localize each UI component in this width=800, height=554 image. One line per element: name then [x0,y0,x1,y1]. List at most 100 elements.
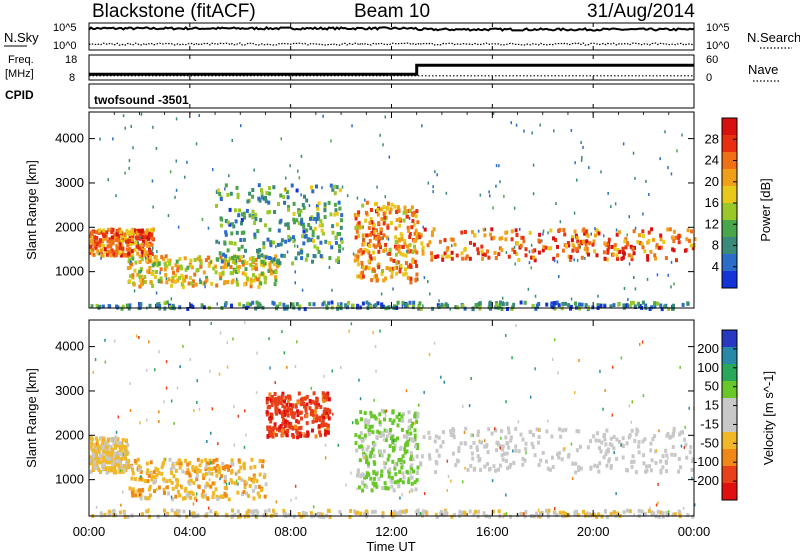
data-cell [191,304,195,309]
data-cell [237,265,241,269]
noise-cell [209,369,211,373]
data-cell [460,230,464,235]
data-cell [123,464,127,469]
data-cell [295,419,299,424]
data-cell [661,511,665,516]
data-cell [666,512,670,517]
data-cell [357,221,361,226]
data-cell [290,412,294,417]
noise-traces [88,25,695,46]
data-cell [297,426,301,431]
data-cell [630,428,634,433]
data-cell [248,256,252,261]
data-cell [285,306,289,311]
data-cell [626,242,630,247]
data-cell [379,231,383,236]
data-cell [183,278,187,283]
data-cell [419,461,423,466]
noise-cell [139,493,141,497]
data-cell [371,447,375,452]
data-cell [545,302,549,307]
data-cell [143,479,147,483]
data-cell [640,242,644,247]
data-cell [170,279,174,284]
noise-cell [612,365,614,369]
data-cell [100,253,104,258]
data-cell [666,227,670,232]
data-cell [188,473,192,478]
data-cell [297,512,301,516]
data-cell [174,494,178,499]
data-cell [662,240,666,245]
noise-cell [175,117,178,121]
data-cell [390,484,394,489]
colorbar-tick-label: 50 [705,379,719,394]
data-cell [457,449,461,453]
data-cell [319,254,323,258]
data-cell [357,234,360,238]
data-cell [421,248,425,252]
data-cell [636,240,640,244]
data-cell [134,240,138,245]
noise-cell [209,461,212,465]
data-cell [334,208,338,213]
data-cell [390,274,394,279]
noise-cell [243,254,245,258]
data-cell [376,429,380,434]
data-cell [304,511,308,516]
data-cell [310,410,314,415]
data-cell [251,188,255,192]
xaxis-label: Time UT [366,539,415,554]
data-cell [376,208,380,213]
data-cell [249,280,253,285]
data-cell [610,245,614,249]
data-cell [454,463,458,468]
data-cell [487,467,491,472]
data-cell [380,473,383,478]
data-cell [260,188,263,193]
data-cell [104,249,108,254]
data-cell [248,484,252,488]
noise-cell [484,228,487,231]
data-cell [377,221,381,226]
data-cell [295,302,299,307]
data-cell [506,307,509,311]
data-cell [298,411,302,415]
data-cell [253,221,257,225]
noise-cell [330,139,332,143]
noise-cell [182,344,184,348]
noise-cell [555,202,557,205]
data-cell [411,257,415,262]
data-cell [403,450,407,455]
data-cell [168,258,172,263]
data-cell [664,256,668,260]
data-cell [329,212,333,217]
data-cell [145,461,149,466]
noise-cell [499,180,501,184]
data-cell [379,245,382,250]
data-cell [301,222,305,227]
data-cell [194,465,198,470]
data-cell [596,464,600,469]
data-cell [296,409,300,414]
noise-cell [300,193,302,197]
data-cell [584,242,588,247]
data-cell [411,260,415,265]
data-cell [117,251,121,256]
data-cell [506,466,510,471]
data-cell [103,440,107,445]
data-cell [284,395,288,400]
data-cell [178,305,182,310]
data-cell [163,508,166,513]
data-cell [287,234,291,239]
noise-cell [384,414,387,417]
data-cell [436,254,440,259]
noise-cell [346,194,349,198]
data-cell [174,279,178,284]
data-cell [398,223,402,228]
data-cell [237,476,241,481]
data-cell [566,241,570,245]
noise-cell [184,175,186,179]
noise-right-label: N.Search [747,30,800,45]
data-cell [242,490,246,495]
